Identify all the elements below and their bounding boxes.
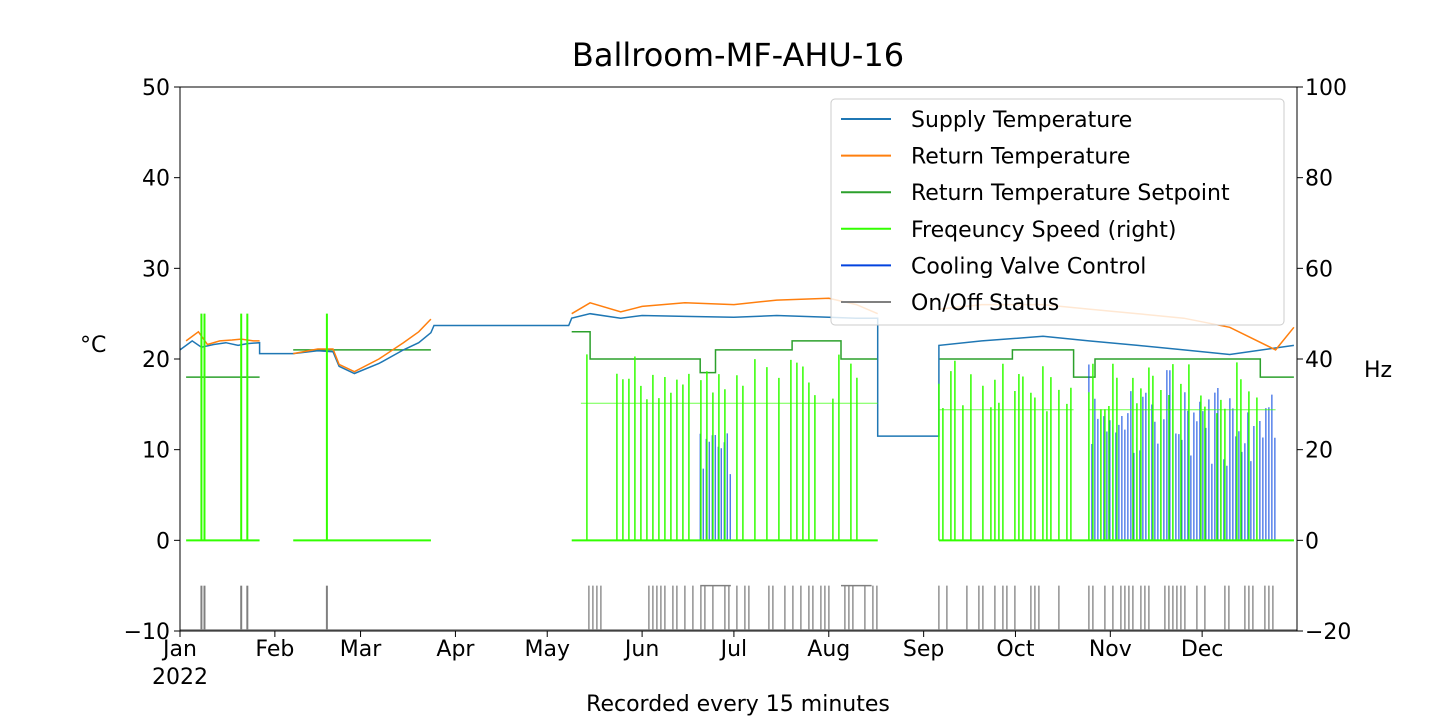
x-tick-label: Jul: [719, 637, 748, 662]
y-tick-label-left: 50: [142, 76, 170, 101]
chart-title: Ballroom-MF-AHU-16: [572, 36, 904, 74]
x-tick-label: Jun: [623, 637, 659, 662]
legend: Supply Temperature Return Temperature Retu…: [830, 98, 1285, 326]
y-tick-label-right: 100: [1305, 76, 1347, 101]
y-tick-label-right: −20: [1305, 620, 1351, 645]
y-axis-label-right: Hz: [1364, 358, 1392, 383]
y-tick-label-left: −10: [124, 620, 170, 645]
x-tick-label: Jan: [161, 637, 197, 662]
setpoint-line-3: [938, 349, 1294, 378]
y-tick-label-right: 60: [1305, 257, 1333, 282]
setpoint-line-2: [571, 331, 878, 374]
y-tick-label-left: 0: [156, 529, 170, 554]
legend-label: Supply Temperature: [911, 108, 1132, 133]
onoff-block-0: [588, 585, 878, 631]
y-tick-label-right: 20: [1305, 439, 1333, 464]
y-tick-label-left: 30: [142, 257, 170, 282]
frequency-block-1: [938, 360, 1072, 541]
legend-label: Freqeuncy Speed (right): [911, 218, 1176, 243]
legend-label: Return Temperature Setpoint: [911, 181, 1230, 206]
legend-box: [830, 98, 1285, 326]
x-tick-label: Apr: [436, 637, 475, 662]
x-tick-label: Dec: [1181, 637, 1224, 662]
x-tick-label: Sep: [903, 637, 944, 662]
x-tick-label: Oct: [996, 637, 1034, 662]
legend-label: On/Off Status: [911, 291, 1059, 316]
plot-area: [179, 297, 1297, 631]
y-tick-label-right: 80: [1305, 167, 1333, 192]
x-tick-sublabel: 2022: [152, 665, 208, 690]
x-tick-label: Aug: [807, 637, 850, 662]
y-axis-label-left: °C: [80, 333, 106, 358]
onoff-block-1: [938, 585, 1060, 631]
x-axis-label: Recorded every 15 minutes: [586, 692, 890, 717]
x-tick-label: May: [524, 637, 569, 662]
frequency-block-2: [1088, 362, 1258, 541]
onoff-block-2: [1088, 585, 1274, 631]
y-tick-label-left: 10: [142, 439, 170, 464]
x-tick-label: Feb: [255, 637, 294, 662]
y-tick-label-left: 40: [142, 167, 170, 192]
x-tick-label: Mar: [340, 637, 382, 662]
legend-label: Cooling Valve Control: [911, 254, 1146, 279]
return-temperature-line-1: [293, 318, 432, 373]
y-tick-label-left: 20: [142, 348, 170, 373]
supply-temperature-line: [179, 312, 1295, 437]
return-temperature-line-0: [185, 330, 260, 346]
x-tick-label: Nov: [1089, 637, 1132, 662]
axes: −10 0 10 20 30 40 50 −20 0 20 40 60 80 100 Jan 2022 Feb M…: [124, 76, 1352, 690]
legend-label: Return Temperature: [911, 145, 1130, 170]
y-tick-label-right: 40: [1305, 348, 1333, 373]
y-tick-label-right: 0: [1305, 529, 1319, 554]
frequency-block-0: [586, 354, 858, 541]
cooling-valve-block-0: [699, 433, 731, 541]
